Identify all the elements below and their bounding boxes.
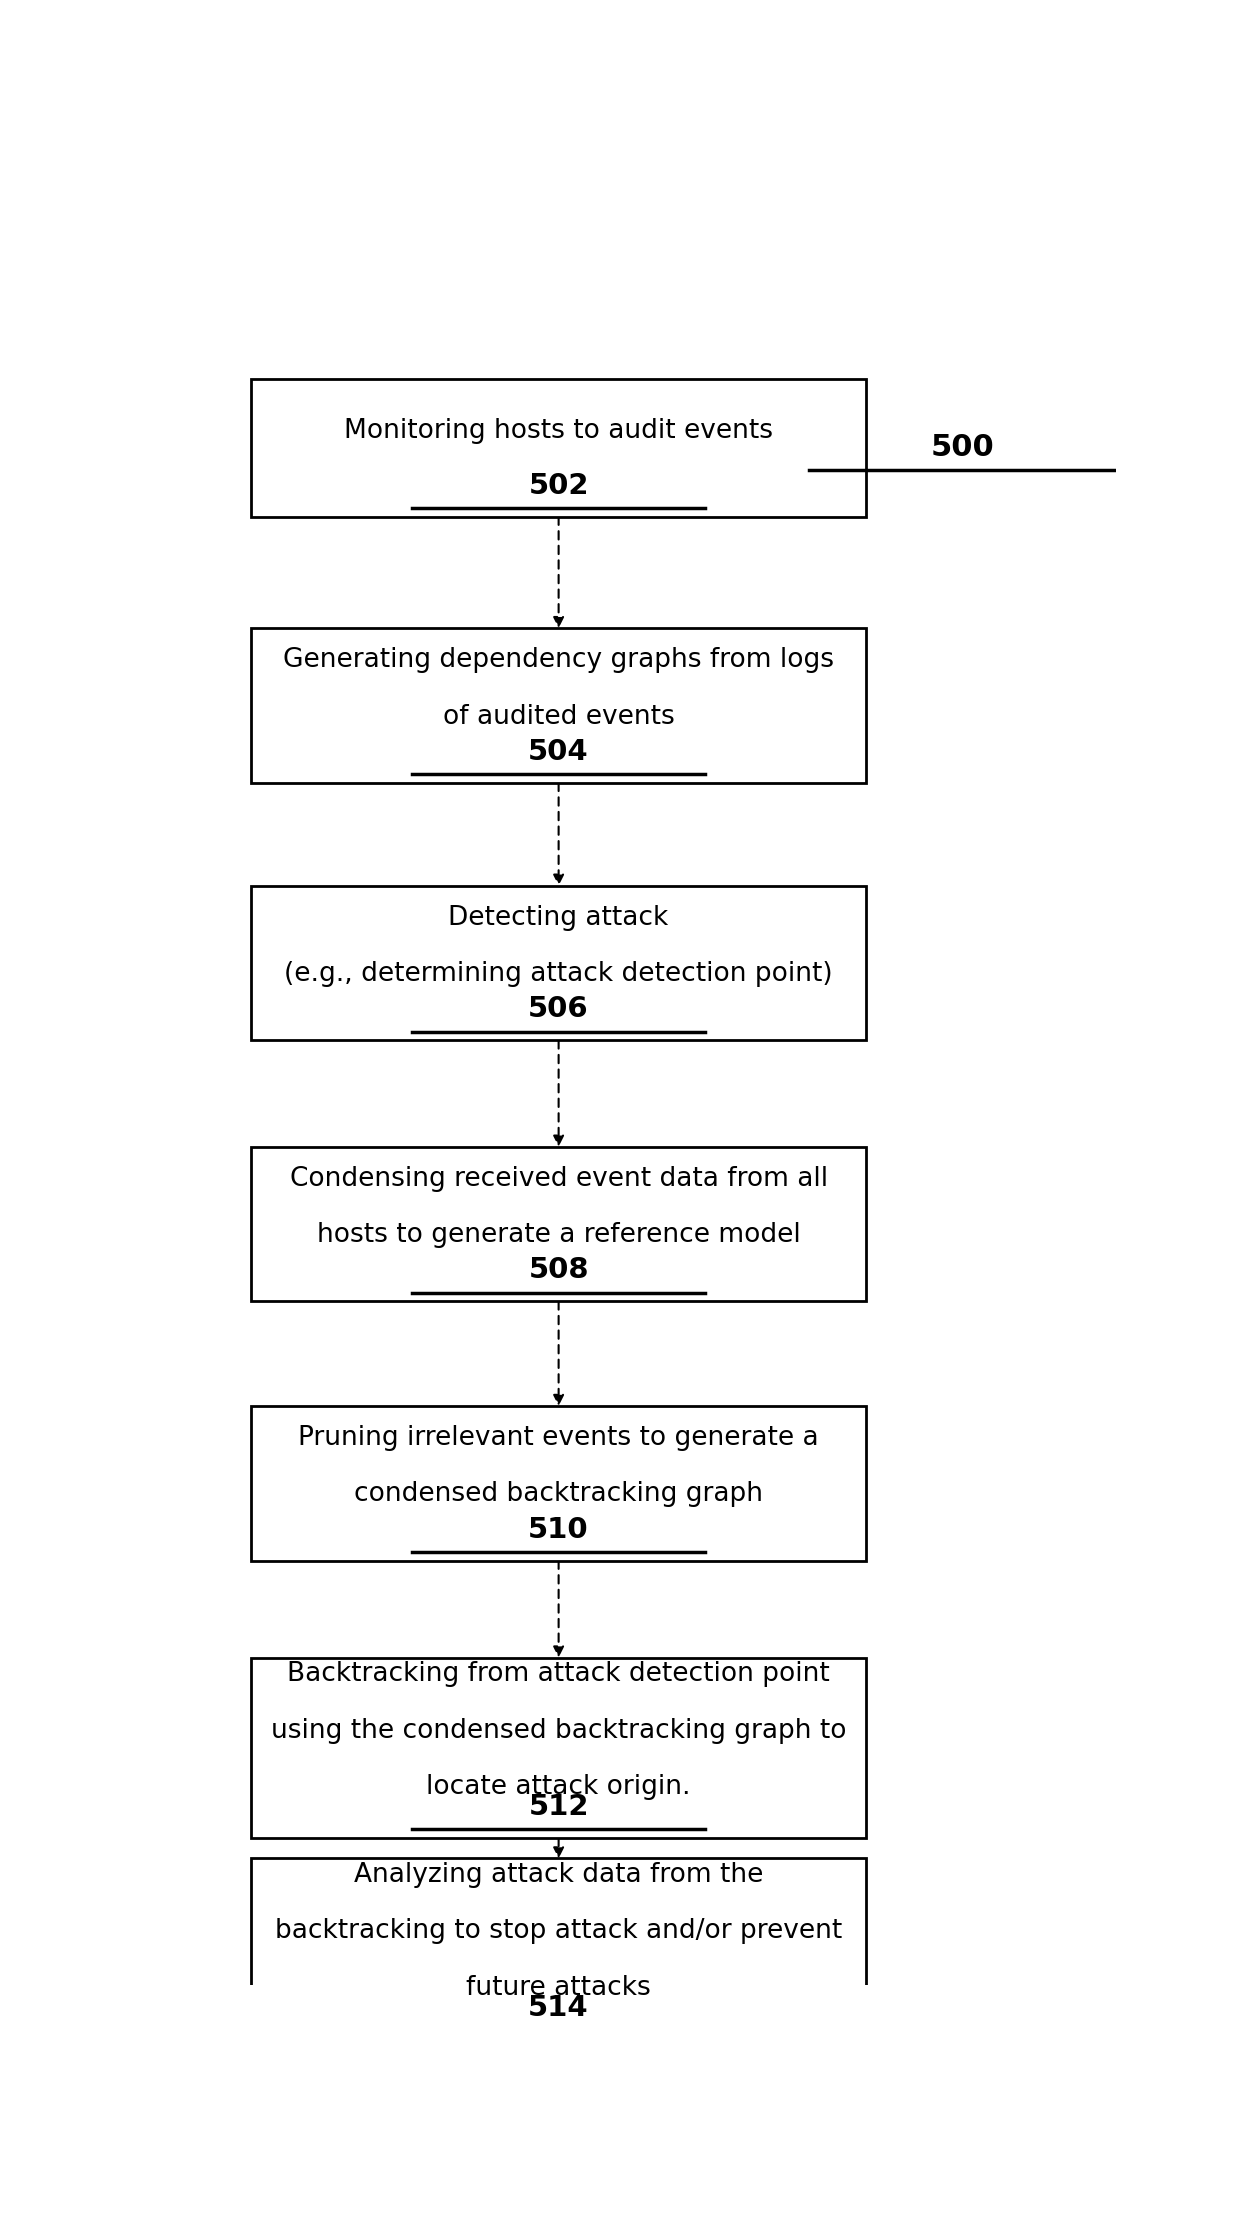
Text: 506: 506 <box>528 995 589 1024</box>
FancyBboxPatch shape <box>250 1858 866 2038</box>
Text: 512: 512 <box>528 1793 589 1822</box>
FancyBboxPatch shape <box>250 629 866 783</box>
Text: locate attack origin.: locate attack origin. <box>427 1775 691 1800</box>
Text: 508: 508 <box>528 1255 589 1284</box>
Text: 502: 502 <box>528 473 589 500</box>
Text: 504: 504 <box>528 738 589 765</box>
Text: Monitoring hosts to audit events: Monitoring hosts to audit events <box>345 417 773 444</box>
FancyBboxPatch shape <box>250 1407 866 1561</box>
Text: (e.g., determining attack detection point): (e.g., determining attack detection poin… <box>284 961 833 988</box>
Text: Condensing received event data from all: Condensing received event data from all <box>290 1166 827 1191</box>
Text: Detecting attack: Detecting attack <box>449 905 668 930</box>
Text: Pruning irrelevant events to generate a: Pruning irrelevant events to generate a <box>299 1425 818 1452</box>
FancyBboxPatch shape <box>250 1146 866 1302</box>
Text: hosts to generate a reference model: hosts to generate a reference model <box>316 1222 801 1249</box>
FancyBboxPatch shape <box>250 885 866 1039</box>
FancyBboxPatch shape <box>250 1657 866 1838</box>
Text: future attacks: future attacks <box>466 1976 651 2000</box>
Text: 510: 510 <box>528 1516 589 1543</box>
Text: 514: 514 <box>528 1994 589 2023</box>
FancyBboxPatch shape <box>250 379 866 517</box>
Text: backtracking to stop attack and/or prevent: backtracking to stop attack and/or preve… <box>275 1918 842 1945</box>
Text: of audited events: of audited events <box>443 705 675 729</box>
Text: 500: 500 <box>930 433 994 462</box>
Text: Generating dependency graphs from logs: Generating dependency graphs from logs <box>283 647 835 673</box>
Text: condensed backtracking graph: condensed backtracking graph <box>355 1481 763 1507</box>
Text: Analyzing attack data from the: Analyzing attack data from the <box>353 1862 764 1889</box>
Text: Backtracking from attack detection point: Backtracking from attack detection point <box>288 1661 830 1686</box>
Text: using the condensed backtracking graph to: using the condensed backtracking graph t… <box>270 1717 847 1744</box>
